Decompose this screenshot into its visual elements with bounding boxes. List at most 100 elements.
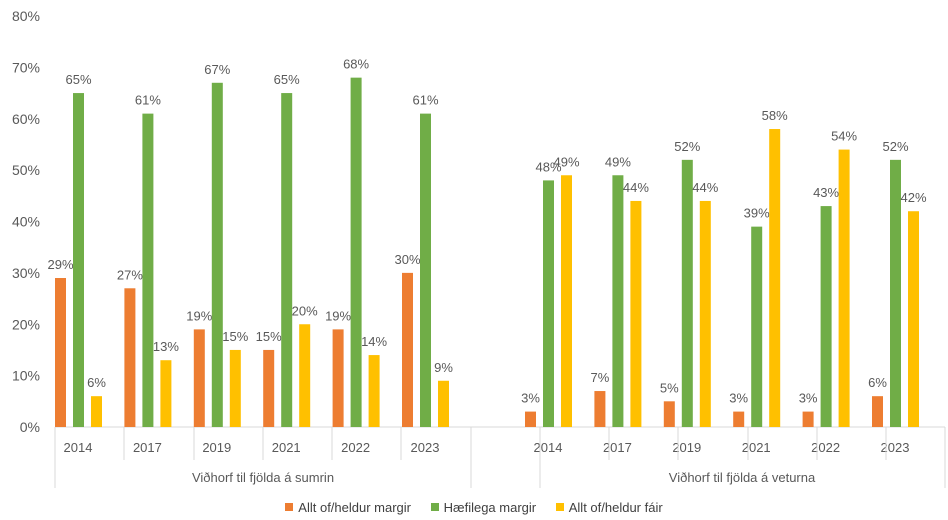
bar [193,329,205,427]
legend-item-fair: Allt of/heldur fáir [555,499,663,515]
bar [908,211,919,427]
y-tick-label: 20% [12,316,40,332]
bar [872,396,883,427]
bar [890,159,901,427]
data-label: 44% [623,180,649,195]
data-label: 3% [521,391,540,406]
y-tick-label: 80% [12,8,40,24]
group-label-summer: Viðhorf til fjölda á sumrin [192,470,334,485]
x-tick-label: 2014 [64,440,93,455]
bar [229,349,241,427]
bar [663,401,675,427]
data-label: 3% [799,391,818,406]
bar [733,411,745,427]
x-tick-label: 2022 [811,440,840,455]
data-label: 20% [292,303,318,318]
bar [350,77,362,428]
x-tick-label: 2017 [603,440,632,455]
data-label: 29% [47,257,73,272]
data-label: 43% [813,185,839,200]
legend-label-fair: Allt of/heldur fáir [568,499,663,515]
bar [751,226,763,427]
x-tick-label: 2023 [881,440,910,455]
bar [612,175,624,427]
x-tick-label: 2022 [341,440,370,455]
data-label: 15% [222,329,248,344]
bar [525,411,536,427]
bar [699,200,711,427]
bar [594,391,606,427]
data-label: 5% [660,380,679,395]
data-label: 65% [274,72,300,87]
data-label: 6% [87,375,106,390]
bar [160,360,172,427]
data-label: 13% [153,339,179,354]
data-label: 52% [882,139,908,154]
bar [438,380,449,427]
bar [299,324,311,427]
data-label: 6% [868,375,887,390]
bar [368,355,380,427]
data-label: 49% [553,154,579,169]
chart-plot: 0% 10% 20% 30% 40% 50% 60% 70% 80% 29% 65% 6% 2014 27… [12,8,946,488]
x-tick-label: 2017 [133,440,162,455]
data-label: 7% [591,370,610,385]
data-label: 27% [117,267,143,282]
bar [263,349,275,427]
data-label: 65% [65,72,91,87]
x-tick-label: 2019 [202,440,231,455]
legend-label-haefilega: Hæfilega margir [443,499,537,515]
data-label: 48% [535,159,561,174]
data-label: 3% [729,391,748,406]
bar [681,159,693,427]
data-label: 19% [325,308,351,323]
data-label: 15% [256,329,282,344]
bar [820,206,832,427]
bar [73,93,84,427]
y-tick-label: 40% [12,214,40,230]
bar [802,411,814,427]
y-tick-label: 10% [12,368,40,384]
legend-swatch-fair [555,503,564,512]
data-label: 58% [762,108,788,123]
data-label: 9% [434,360,453,375]
x-tick-label: 2014 [534,440,563,455]
bar [838,149,850,427]
data-label: 61% [412,93,438,108]
data-label: 52% [674,139,700,154]
legend-item-haefilega: Hæfilega margir [430,499,537,515]
bar [561,175,572,427]
bar [769,129,781,427]
bar [543,180,554,427]
bar [332,329,344,427]
y-tick-label: 0% [20,419,40,435]
group-label-winter: Viðhorf til fjölda á veturna [669,470,816,485]
data-label: 30% [394,252,420,267]
legend-swatch-margir [285,503,294,512]
x-tick-label: 2023 [411,440,440,455]
data-label: 68% [343,57,369,72]
data-label: 44% [692,180,718,195]
x-tick-label: 2021 [742,440,771,455]
y-tick-label: 60% [12,111,40,127]
x-tick-label: 2019 [672,440,701,455]
data-label: 19% [186,308,212,323]
bar [281,93,293,427]
legend: Allt of/heldur margir Hæfilega margir Al… [0,498,948,515]
x-tick-label: 2021 [272,440,301,455]
bar [402,272,413,427]
data-label: 39% [744,206,770,221]
y-tick-label: 50% [12,162,40,178]
bar [142,113,154,428]
data-label: 42% [900,190,926,205]
legend-item-margir: Allt of/heldur margir [285,499,411,515]
bar [91,396,102,427]
bar [211,82,223,427]
legend-label-margir: Allt of/heldur margir [298,499,412,515]
bar [124,288,136,427]
bar [55,278,66,427]
legend-swatch-haefilega [430,503,439,512]
bar [630,200,642,427]
y-tick-label: 70% [12,59,40,75]
data-label: 14% [361,334,387,349]
